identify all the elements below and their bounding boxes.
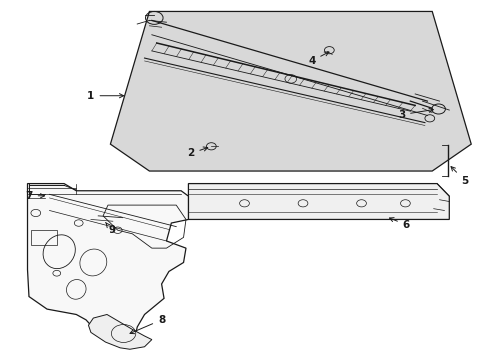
Text: 1: 1 [87,91,123,101]
Text: 3: 3 [397,108,432,120]
Text: 9: 9 [105,222,115,235]
Polygon shape [188,184,448,220]
Text: 2: 2 [187,147,207,158]
Text: 6: 6 [389,218,409,230]
Text: 4: 4 [307,52,328,66]
Text: 5: 5 [450,167,468,186]
Polygon shape [110,12,470,171]
Polygon shape [27,184,188,344]
Polygon shape [88,315,152,349]
Text: 7: 7 [25,191,44,201]
Text: 8: 8 [130,315,165,334]
